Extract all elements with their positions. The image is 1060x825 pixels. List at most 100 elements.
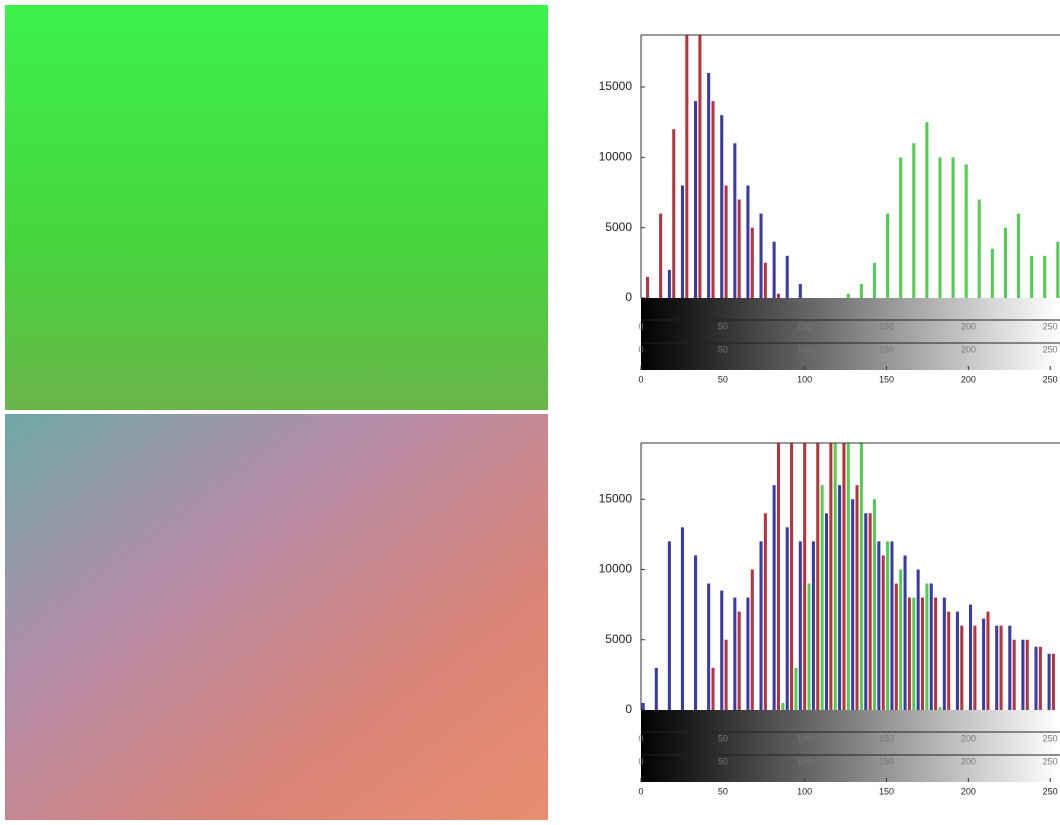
histogram-bar [934,598,937,710]
x-tick-label: 250 [1043,733,1058,743]
histogram-bar [829,436,832,710]
photo-corrected [5,414,548,820]
histogram-bar [991,249,994,298]
histogram-bar [860,284,863,298]
histogram-bar [759,541,762,710]
x-tick-label: 100 [797,321,812,331]
x-tick-label: 0 [638,321,643,331]
histogram-bar [877,541,880,710]
x-tick-label: 50 [718,321,728,331]
histogram-bar [681,185,684,298]
histogram-bar [851,499,854,710]
histogram-bar [869,513,872,710]
histogram-bar [646,277,649,298]
x-tick-label: 150 [879,374,894,384]
histogram-bar [1039,647,1042,710]
histogram-bar [738,612,741,710]
histogram-bar [1043,256,1046,298]
photo-original [5,5,548,410]
x-tick-label: 100 [797,374,812,384]
histogram-bar [812,541,815,710]
histogram-bar [698,31,701,298]
histogram-bar [978,200,981,298]
histogram-bar [733,143,736,298]
gray-scale [641,298,1060,370]
histogram-bar [873,499,876,710]
histogram-bar [1056,242,1059,298]
x-tick-label: 200 [961,374,976,384]
histogram-bar [1004,228,1007,298]
histogram-bar [655,668,658,710]
screen: 0 5000 10000 15000 0 0 0 50 50 50 100 100 100 150 150 1… [0,0,1060,820]
histogram-bar [899,569,902,710]
histogram-bar [725,640,728,710]
histogram-bar [982,619,985,710]
x-tick-label: 150 [879,786,894,796]
y-tick-label: 5000 [605,632,632,646]
histogram-bar [890,541,893,710]
plot [642,436,1055,710]
histogram-bar [973,626,976,710]
histogram-bar [938,157,941,298]
x-tick-label: 150 [879,344,894,354]
x-tick-label: 50 [718,786,728,796]
histogram-bar [642,703,645,710]
histogram-bar [825,513,828,710]
histogram-bar [794,668,797,710]
histogram-bar [1034,647,1037,710]
histogram-bar [1008,626,1011,710]
histogram-bar [746,598,749,710]
x-tick-label: 0 [638,756,643,766]
histogram-bar [694,555,697,710]
histogram-bar [856,485,859,710]
histogram-bar [842,436,845,710]
x-tick-label: 200 [961,321,976,331]
x-tick-label: 50 [718,756,728,766]
histogram-bar [986,612,989,710]
histogram-bar [799,541,802,710]
histogram-bar [1030,256,1033,298]
x-tick-label: 0 [638,786,643,796]
histogram-bar [786,527,789,710]
histogram-bar [912,143,915,298]
histogram-bar [947,612,950,710]
histogram-bar [956,612,959,710]
x-tick-label: 0 [638,374,643,384]
histogram-bar [759,214,762,298]
histogram-bar [960,626,963,710]
histogram-bar [912,598,915,710]
histogram-bar [1013,640,1016,710]
histogram-bar [781,703,784,710]
x-tick-label: 150 [879,733,894,743]
histogram-bar [720,115,723,298]
x-tick-label: 150 [879,756,894,766]
histogram-bar [816,436,819,710]
histogram-bar [725,185,728,298]
histogram-bar [1048,654,1051,710]
y-tick-label: 15000 [599,79,633,93]
plot [646,31,1059,298]
histogram-bar [777,436,780,710]
histogram-bar [943,598,946,710]
x-tick-label: 200 [961,756,976,766]
histogram-bar [777,294,780,298]
histogram-bar [952,157,955,298]
histogram-bar [1021,640,1024,710]
histogram-bar [864,513,867,710]
histogram-bar [711,101,714,298]
y-tick-label: 10000 [599,562,633,576]
histogram-bar [764,263,767,298]
x-tick-label: 100 [797,756,812,766]
histogram-bar [672,129,675,298]
histogram-bar [808,584,811,710]
histogram-bar [786,256,789,298]
histogram-bar [925,122,928,298]
histogram-bar [917,569,920,710]
histogram-bar [938,707,941,710]
histogram-bar [790,436,793,710]
histogram-bar [751,569,754,710]
y-tick-label: 0 [625,702,632,716]
histogram-bar [711,668,714,710]
page: 0 5000 10000 15000 0 0 0 50 50 50 100 100 100 150 150 1… [0,0,1060,825]
histogram-bar [995,626,998,710]
